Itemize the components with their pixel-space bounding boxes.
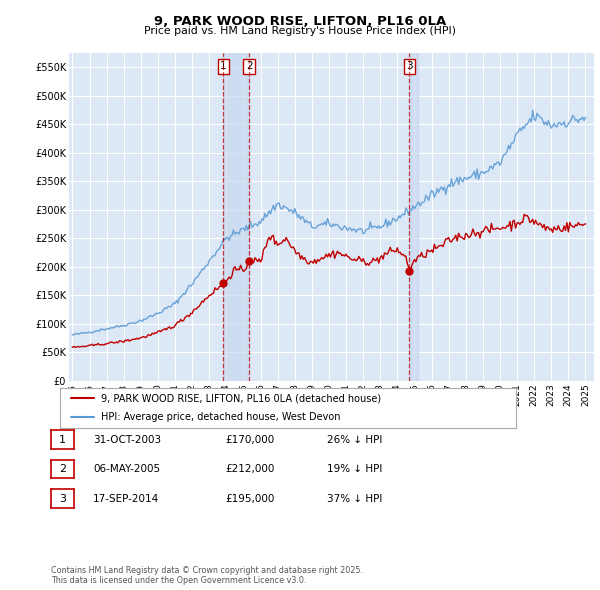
Text: 26% ↓ HPI: 26% ↓ HPI (327, 435, 382, 444)
Text: 3: 3 (59, 494, 66, 503)
Text: £195,000: £195,000 (225, 494, 274, 503)
Text: 9, PARK WOOD RISE, LIFTON, PL16 0LA: 9, PARK WOOD RISE, LIFTON, PL16 0LA (154, 15, 446, 28)
Text: Contains HM Land Registry data © Crown copyright and database right 2025.
This d: Contains HM Land Registry data © Crown c… (51, 566, 363, 585)
Text: 06-MAY-2005: 06-MAY-2005 (93, 464, 160, 474)
Text: Price paid vs. HM Land Registry's House Price Index (HPI): Price paid vs. HM Land Registry's House … (144, 26, 456, 36)
Text: 31-OCT-2003: 31-OCT-2003 (93, 435, 161, 444)
Text: 2: 2 (59, 464, 66, 474)
Text: 1: 1 (59, 435, 66, 444)
Text: 17-SEP-2014: 17-SEP-2014 (93, 494, 159, 503)
Text: 19% ↓ HPI: 19% ↓ HPI (327, 464, 382, 474)
Text: £212,000: £212,000 (225, 464, 274, 474)
Text: £170,000: £170,000 (225, 435, 274, 444)
Text: 2: 2 (246, 61, 253, 71)
Text: 37% ↓ HPI: 37% ↓ HPI (327, 494, 382, 503)
Text: HPI: Average price, detached house, West Devon: HPI: Average price, detached house, West… (101, 412, 341, 422)
Bar (223, 53, 250, 381)
Text: 1: 1 (220, 61, 227, 71)
Text: 9, PARK WOOD RISE, LIFTON, PL16 0LA (detached house): 9, PARK WOOD RISE, LIFTON, PL16 0LA (det… (101, 394, 381, 404)
Text: 3: 3 (406, 61, 413, 71)
Bar (409, 53, 418, 381)
